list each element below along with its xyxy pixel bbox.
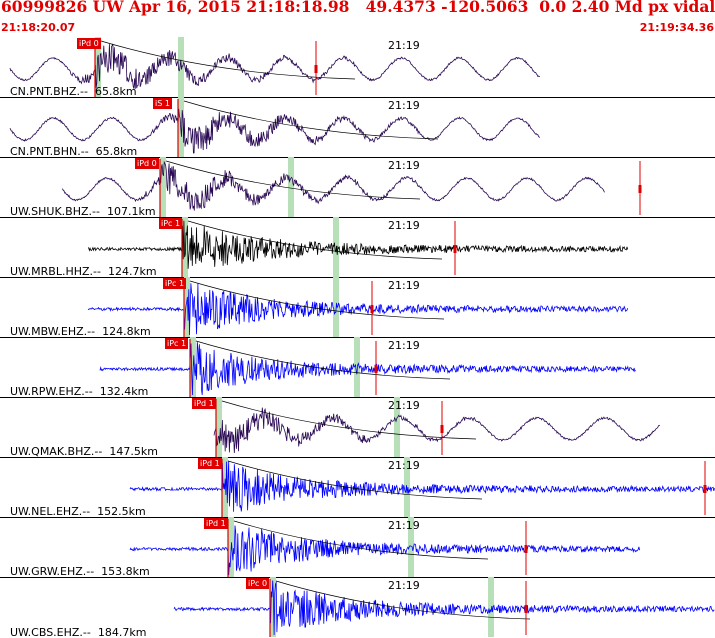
coda-envelope-curve (221, 400, 477, 440)
time-window-bar (160, 157, 166, 217)
waveform-trace (129, 525, 640, 576)
time-mark: 21:19 (388, 459, 420, 472)
end-pick-marker (638, 185, 642, 193)
end-pick-marker (440, 425, 444, 433)
station-label: UW.MRBL.HHZ.-- 124.7km (10, 265, 157, 278)
coda-envelope-curve (183, 100, 439, 140)
time-window-bar (408, 517, 414, 577)
time-mark: 21:19 (388, 579, 420, 592)
phase-pick[interactable]: iPc 0 (246, 578, 270, 589)
trace-panel[interactable]: iPd 1 21:19 UW.GRW.EHZ.-- 153.8km (0, 517, 715, 578)
waveform-trace (213, 407, 661, 454)
station-label: CN.PNT.BHN.-- 65.8km (10, 145, 138, 158)
waveform (99, 337, 636, 397)
trace-panel[interactable]: iS 1 21:19 CN.PNT.BHN.-- 65.8km (0, 97, 715, 158)
waveform (9, 97, 540, 157)
coda-envelope-curve (195, 340, 451, 380)
waveform-trace (9, 43, 541, 89)
waveform-trace (87, 220, 629, 269)
station-label: UW.GRW.EHZ.-- 153.8km (10, 565, 150, 578)
time-window-bar (394, 397, 400, 457)
time-mark: 21:19 (388, 159, 420, 172)
waveform-trace (99, 342, 636, 396)
waveform-trace (129, 460, 715, 512)
phase-pick[interactable]: iPd 1 (192, 398, 216, 409)
waveform (87, 277, 629, 337)
end-pick-marker (524, 605, 528, 613)
time-window-bar (216, 397, 222, 457)
station-label: UW.RPW.EHZ.-- 132.4km (10, 385, 149, 398)
waveform-trace (61, 160, 605, 211)
end-pick-marker (370, 305, 374, 313)
end-time: 21:19:34.36 (639, 21, 714, 34)
time-mark: 21:19 (388, 519, 420, 532)
trace-panel[interactable]: iPd 1 21:19 UW.NEL.EHZ.-- 152.5km (0, 457, 715, 518)
start-time: 21:18:20.07 (1, 21, 76, 34)
station-label: UW.SHUK.BHZ.-- 107.1km (10, 205, 156, 218)
station-label: UW.QMAK.BHZ.-- 147.5km (10, 445, 158, 458)
end-pick-marker (374, 365, 378, 373)
phase-pick[interactable]: iPd 0 (77, 38, 101, 49)
end-pick-marker (314, 65, 318, 73)
station-label: UW.MBW.EHZ.-- 124.8km (10, 325, 151, 338)
waveform-trace (9, 108, 540, 154)
time-mark: 21:19 (388, 99, 420, 112)
station-label: UW.CBS.EHZ.-- 184.7km (10, 626, 147, 638)
time-mark: 21:19 (388, 339, 420, 352)
station-label: UW.NEL.EHZ.-- 152.5km (10, 505, 146, 518)
waveform (213, 397, 661, 457)
trace-panel[interactable]: iPc 1 21:19 UW.MBW.EHZ.-- 124.8km (0, 277, 715, 338)
phase-pick[interactable]: iPc 1 (165, 338, 189, 349)
end-pick-marker (703, 485, 707, 493)
coda-envelope-curve (227, 460, 483, 500)
station-label: CN.PNT.BHZ.-- 65.8km (10, 85, 137, 98)
time-mark: 21:19 (388, 279, 420, 292)
trace-panel[interactable]: iPd 0 21:19 UW.SHUK.BHZ.-- 107.1km (0, 157, 715, 218)
time-window-bar (488, 577, 494, 637)
waveform (173, 577, 715, 637)
phase-pick[interactable]: iPc 1 (159, 218, 183, 229)
waveform (61, 157, 642, 217)
trace-panel[interactable]: iPc 1 21:19 UW.RPW.EHZ.-- 132.4km (0, 337, 715, 398)
time-window-bar (182, 217, 188, 277)
time-window-bar (354, 337, 360, 397)
end-pick-marker (453, 245, 457, 253)
time-mark: 21:19 (388, 39, 420, 52)
coda-envelope-curve (100, 40, 356, 80)
trace-panel[interactable]: iPc 0 21:19 UW.CBS.EHZ.-- 184.7km (0, 577, 715, 638)
time-window-bar (288, 157, 294, 217)
time-window-bar (270, 577, 276, 637)
time-mark: 21:19 (388, 399, 420, 412)
time-window-bar (184, 277, 190, 337)
trace-panel[interactable]: iPd 1 21:19 UW.QMAK.BHZ.-- 147.5km (0, 397, 715, 458)
event-header: 60999826 UW Apr 16, 2015 21:18:18.98 49.… (0, 0, 715, 36)
waveform (129, 457, 715, 517)
trace-panel[interactable]: iPd 0 21:19 CN.PNT.BHZ.-- 65.8km (0, 37, 715, 98)
coda-envelope-curve (233, 520, 489, 560)
coda-envelope-curve (165, 160, 421, 200)
coda-envelope-curve (187, 220, 443, 260)
coda-envelope-curve (275, 580, 531, 620)
phase-pick[interactable]: iPd 1 (198, 458, 222, 469)
trace-panel[interactable]: iPc 1 21:19 UW.MRBL.HHZ.-- 124.7km (0, 217, 715, 278)
time-mark: 21:19 (388, 219, 420, 232)
waveform-trace (173, 580, 715, 636)
waveform (129, 517, 640, 577)
waveform-trace (87, 283, 629, 336)
time-window-bar (95, 37, 101, 97)
waveform (9, 37, 541, 97)
phase-pick[interactable]: iPd 0 (135, 158, 159, 169)
end-pick-marker (524, 545, 528, 553)
phase-pick[interactable]: iPd 1 (204, 518, 228, 529)
event-title: 60999826 UW Apr 16, 2015 21:18:18.98 49.… (1, 0, 715, 16)
phase-pick[interactable]: iS 1 (153, 98, 172, 109)
coda-envelope-curve (189, 280, 445, 320)
phase-pick[interactable]: iPc 1 (163, 278, 187, 289)
